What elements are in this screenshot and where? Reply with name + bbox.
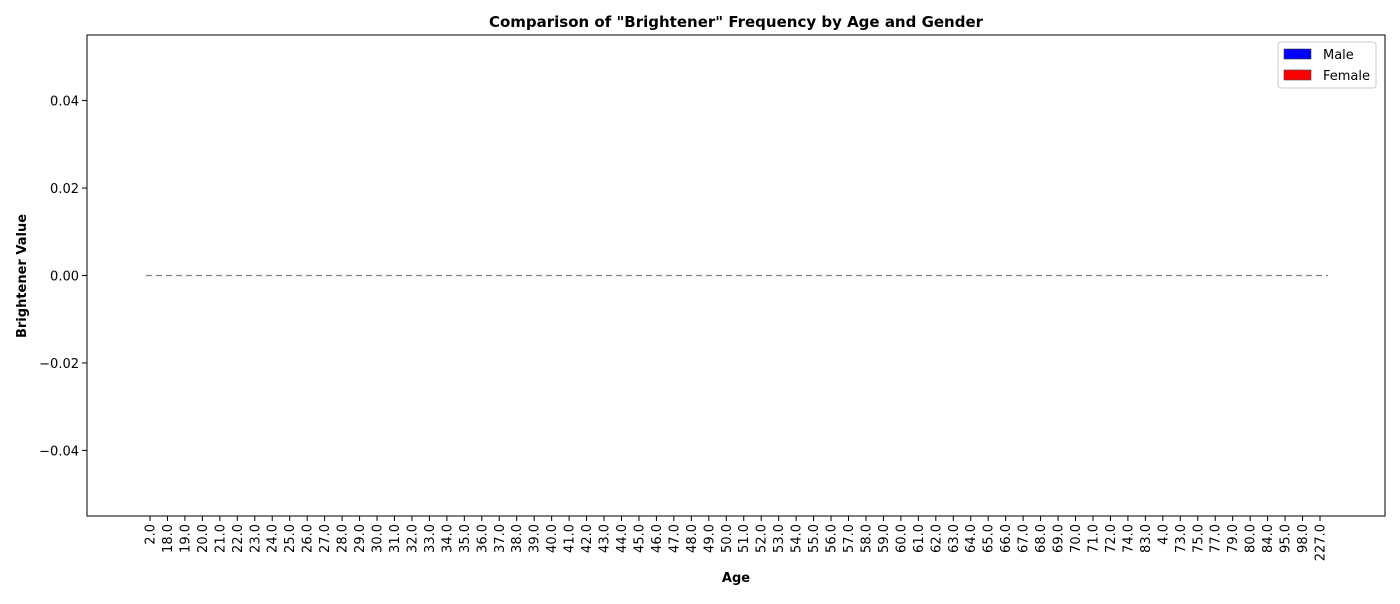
x-tick-label: 61.0	[912, 524, 927, 553]
x-tick-label: 39.0	[528, 524, 543, 553]
x-tick-label: 44.0	[615, 524, 630, 553]
x-tick-label: 71.0	[1086, 524, 1101, 553]
x-tick-label: 75.0	[1191, 524, 1206, 553]
x-tick-label: 69.0	[1052, 524, 1067, 553]
y-tick-label: −0.02	[39, 357, 79, 372]
x-tick-label: 43.0	[598, 524, 613, 553]
x-tick-label: 67.0	[1017, 524, 1032, 553]
x-tick-label: 38.0	[510, 524, 525, 553]
x-tick-label: 40.0	[545, 524, 560, 553]
x-tick-label: 33.0	[423, 524, 438, 553]
x-tick-label: 46.0	[650, 524, 665, 553]
y-tick-label: 0.00	[50, 270, 79, 285]
x-tick-label: 41.0	[563, 524, 578, 553]
x-tick-label: 53.0	[772, 524, 787, 553]
legend-label-male: Male	[1323, 48, 1354, 63]
y-axis-ticks: −0.04 −0.02 0.00 0.02 0.04	[39, 95, 87, 459]
x-tick-label: 26.0	[301, 524, 316, 553]
x-tick-label: 60.0	[894, 524, 909, 553]
x-tick-label: 52.0	[755, 524, 770, 553]
x-tick-label: 65.0	[982, 524, 997, 553]
x-tick-label: 21.0	[213, 524, 228, 553]
x-tick-label: 22.0	[231, 524, 246, 553]
x-tick-label: 45.0	[632, 524, 647, 553]
x-tick-label: 79.0	[1226, 524, 1241, 553]
x-tick-label: 54.0	[790, 524, 805, 553]
x-tick-label: 58.0	[859, 524, 874, 553]
legend-swatch-female	[1283, 69, 1312, 81]
x-tick-label: 30.0	[371, 524, 386, 553]
x-axis-label: Age	[722, 571, 750, 586]
x-tick-label: 68.0	[1034, 524, 1049, 553]
x-axis-ticks: 2.0 18.0 19.0 20.0 21.0 22.0 23.0 24.0 25.0 26.0 2…	[144, 516, 1329, 561]
x-tick-label: 98.0	[1296, 524, 1311, 553]
x-tick-label: 49.0	[702, 524, 717, 553]
x-tick-label: 72.0	[1104, 524, 1119, 553]
y-axis-label: Brightener Value	[15, 214, 30, 338]
x-tick-label: 20.0	[196, 524, 211, 553]
x-tick-label: 23.0	[248, 524, 263, 553]
x-tick-label: 42.0	[580, 524, 595, 553]
x-tick-label: 19.0	[178, 524, 193, 553]
x-tick-label: 27.0	[318, 524, 333, 553]
x-tick-label: 83.0	[1139, 524, 1154, 553]
x-tick-label: 70.0	[1069, 524, 1084, 553]
chart-title: Comparison of "Brightener" Frequency by …	[489, 13, 984, 31]
x-tick-label: 2.0	[144, 524, 159, 545]
legend-swatch-male	[1283, 48, 1312, 60]
x-tick-label: 25.0	[283, 524, 298, 553]
x-tick-label: 95.0	[1279, 524, 1294, 553]
x-tick-label: 34.0	[440, 524, 455, 553]
x-tick-label: 55.0	[807, 524, 822, 553]
x-tick-label: 29.0	[353, 524, 368, 553]
x-tick-label: 32.0	[405, 524, 420, 553]
x-tick-label: 64.0	[964, 524, 979, 553]
legend-label-female: Female	[1323, 69, 1370, 84]
y-tick-label: 0.02	[50, 182, 79, 197]
x-tick-label: 73.0	[1174, 524, 1189, 553]
x-tick-label: 84.0	[1261, 524, 1276, 553]
x-tick-label: 28.0	[336, 524, 351, 553]
x-tick-label: 37.0	[493, 524, 508, 553]
x-tick-label: 47.0	[667, 524, 682, 553]
x-tick-label: 35.0	[458, 524, 473, 553]
x-tick-label: 74.0	[1121, 524, 1136, 553]
x-tick-label: 18.0	[161, 524, 176, 553]
x-tick-label: 66.0	[999, 524, 1014, 553]
x-tick-label: 56.0	[825, 524, 840, 553]
x-tick-label: 63.0	[947, 524, 962, 553]
legend: Male Female	[1277, 41, 1377, 89]
x-tick-label: 4.0	[1156, 524, 1171, 545]
x-tick-label: 36.0	[475, 524, 490, 553]
x-tick-label: 24.0	[266, 524, 281, 553]
x-tick-label: 51.0	[737, 524, 752, 553]
x-tick-label: 62.0	[929, 524, 944, 553]
x-tick-label: 50.0	[720, 524, 735, 553]
x-tick-label: 31.0	[388, 524, 403, 553]
x-tick-label: 77.0	[1209, 524, 1224, 553]
x-tick-label: 48.0	[685, 524, 700, 553]
x-tick-label: 80.0	[1244, 524, 1259, 553]
x-tick-label: 57.0	[842, 524, 857, 553]
y-tick-label: −0.04	[39, 444, 79, 459]
x-tick-label: 59.0	[877, 524, 892, 553]
y-tick-label: 0.04	[50, 95, 79, 110]
x-tick-label: 227.0	[1314, 524, 1329, 561]
